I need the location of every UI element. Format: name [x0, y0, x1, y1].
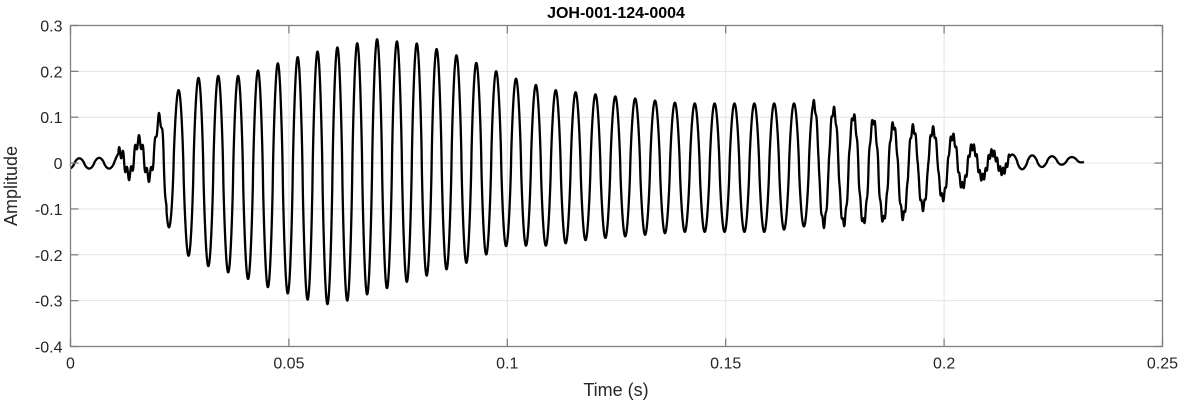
x-tick-label: 0 — [66, 356, 75, 373]
x-tick-label: 0.05 — [273, 356, 304, 373]
chart-title: JOH-001-124-0004 — [547, 5, 685, 22]
x-tick-label: 0.25 — [1147, 356, 1178, 373]
y-tick-label: -0.2 — [35, 248, 63, 265]
y-tick-label: -0.4 — [35, 340, 63, 357]
x-tick-label: 0.15 — [710, 356, 741, 373]
y-tick-label: 0.1 — [40, 110, 62, 127]
y-tick-label: 0 — [54, 156, 63, 173]
grid-lines — [70, 25, 1163, 347]
waveform-series-line — [69, 38, 1085, 306]
x-tick-label: 0.2 — [933, 356, 955, 373]
y-tick-label: 0.2 — [40, 64, 62, 81]
y-tick-label: 0.3 — [40, 19, 62, 36]
x-tick-label: 0.1 — [496, 356, 518, 373]
plot-area — [69, 38, 1085, 306]
y-tick-label: -0.1 — [35, 202, 63, 219]
axis-ticks: 0 0.05 0.1 0.15 0.2 0.25 -0.4 -0.3 -0.2 -0.1 0 0.1 0… — [35, 19, 1178, 373]
x-axis-label: Time (s) — [583, 380, 648, 400]
axes-box — [69, 24, 1164, 348]
y-tick-label: -0.3 — [35, 294, 63, 311]
y-axis-label: Amplitude — [1, 146, 21, 226]
